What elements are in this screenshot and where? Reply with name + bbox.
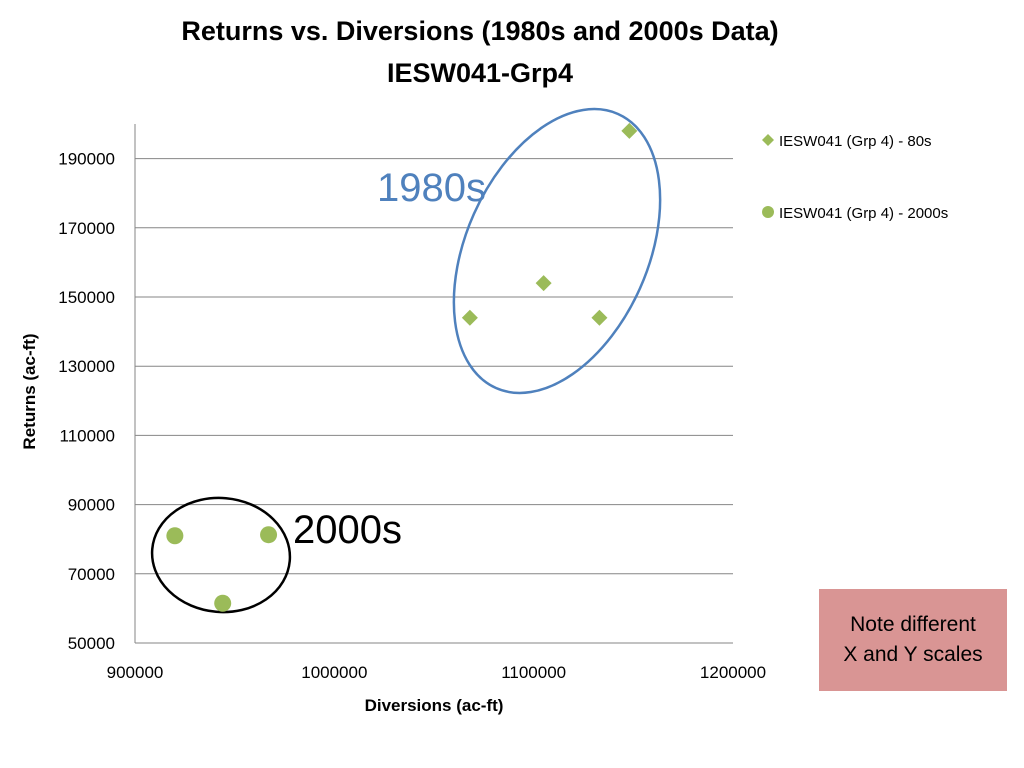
y-tick-label: 190000 — [58, 150, 115, 169]
x-tick-label: 1100000 — [501, 663, 566, 682]
x-tick-label: 1000000 — [301, 663, 367, 682]
data-point-2000s — [214, 594, 232, 612]
legend-label: IESW041 (Grp 4) - 80s — [779, 133, 932, 150]
y-tick-label: 170000 — [58, 219, 115, 238]
data-point-80s — [461, 309, 478, 326]
chart-subtitle: IESW041-Grp4 — [386, 58, 574, 88]
y-tick-label: 110000 — [60, 426, 115, 445]
note-box: Note different X and Y scales — [819, 589, 1007, 691]
cluster-1980s-ellipse — [452, 107, 662, 395]
y-tick-label: 150000 — [58, 288, 115, 307]
x-tick-label: 900000 — [107, 663, 164, 682]
legend-marker-80s — [762, 134, 774, 146]
data-point-2000s — [260, 526, 278, 544]
data-point-2000s — [166, 527, 184, 545]
y-axis-title: Returns (ac-ft) — [20, 333, 39, 449]
legend-label: IESW041 (Grp 4) - 2000s — [779, 205, 948, 222]
annotation-2000s: 2000s — [293, 508, 402, 552]
chart-title: Returns vs. Diversions (1980s and 2000s … — [181, 16, 779, 46]
cluster-2000s-ellipse — [150, 496, 292, 614]
y-tick-label: 50000 — [68, 634, 115, 653]
y-tick-label: 130000 — [58, 357, 115, 376]
x-axis-title: Diversions (ac-ft) — [365, 696, 504, 715]
annotation-1980s: 1980s — [377, 166, 486, 210]
x-tick-label: 1200000 — [700, 663, 766, 682]
y-tick-label: 70000 — [68, 565, 115, 584]
legend-marker-2000s — [762, 206, 774, 218]
data-point-80s — [621, 122, 638, 139]
data-point-80s — [591, 309, 608, 326]
data-point-80s — [535, 275, 552, 292]
y-tick-label: 90000 — [68, 496, 115, 515]
